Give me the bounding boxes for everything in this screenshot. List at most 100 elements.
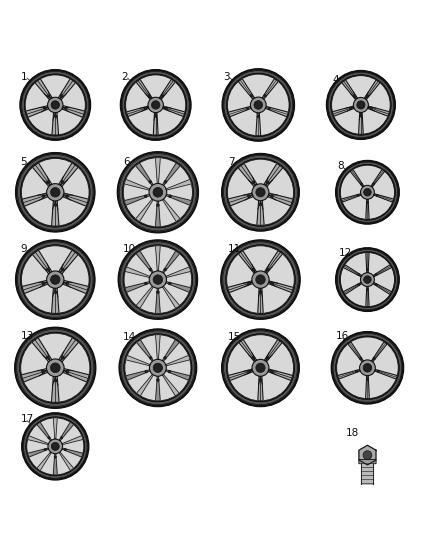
Text: 12: 12: [339, 248, 352, 259]
Circle shape: [331, 75, 391, 135]
Circle shape: [16, 240, 95, 319]
Circle shape: [327, 71, 395, 139]
Circle shape: [221, 240, 300, 319]
Polygon shape: [366, 253, 369, 273]
Circle shape: [126, 75, 186, 135]
Polygon shape: [32, 163, 52, 187]
Polygon shape: [53, 418, 57, 439]
Circle shape: [54, 456, 57, 458]
Polygon shape: [26, 106, 49, 117]
Polygon shape: [359, 112, 363, 134]
Circle shape: [247, 370, 250, 373]
Circle shape: [149, 268, 152, 271]
Polygon shape: [52, 288, 59, 313]
Polygon shape: [37, 452, 51, 471]
Polygon shape: [52, 201, 59, 226]
Polygon shape: [137, 374, 153, 396]
Polygon shape: [155, 158, 160, 183]
Circle shape: [145, 282, 147, 285]
Polygon shape: [228, 281, 253, 293]
Circle shape: [25, 75, 85, 135]
Polygon shape: [59, 163, 78, 187]
Circle shape: [42, 370, 44, 373]
Polygon shape: [155, 376, 160, 401]
Polygon shape: [136, 163, 153, 185]
Circle shape: [223, 69, 294, 141]
Circle shape: [153, 188, 163, 197]
Polygon shape: [366, 376, 369, 399]
Circle shape: [48, 97, 63, 112]
Polygon shape: [125, 267, 150, 278]
Polygon shape: [228, 193, 253, 206]
Polygon shape: [162, 106, 185, 117]
Circle shape: [54, 204, 57, 206]
Circle shape: [259, 291, 262, 294]
Circle shape: [376, 195, 378, 197]
Circle shape: [332, 332, 403, 403]
Circle shape: [360, 185, 374, 199]
Circle shape: [154, 188, 162, 196]
Circle shape: [66, 195, 69, 198]
Polygon shape: [32, 250, 52, 274]
Circle shape: [125, 74, 187, 136]
Polygon shape: [366, 199, 369, 219]
Circle shape: [46, 271, 64, 288]
Circle shape: [64, 448, 67, 451]
Circle shape: [340, 253, 395, 306]
Circle shape: [54, 379, 57, 382]
Polygon shape: [341, 194, 361, 202]
Circle shape: [364, 364, 371, 372]
Circle shape: [27, 418, 84, 475]
Polygon shape: [364, 80, 380, 100]
Text: 17: 17: [20, 414, 34, 424]
Circle shape: [375, 284, 377, 286]
Polygon shape: [59, 338, 78, 362]
Circle shape: [252, 184, 269, 201]
Polygon shape: [373, 265, 392, 277]
Circle shape: [123, 245, 192, 314]
Circle shape: [25, 74, 86, 136]
Polygon shape: [155, 335, 160, 359]
Polygon shape: [37, 422, 51, 441]
Polygon shape: [162, 374, 179, 396]
Circle shape: [366, 378, 369, 381]
Circle shape: [153, 275, 162, 284]
Circle shape: [121, 70, 191, 140]
Circle shape: [257, 276, 265, 284]
Polygon shape: [166, 370, 190, 380]
Circle shape: [51, 188, 59, 196]
Polygon shape: [125, 281, 150, 292]
Polygon shape: [124, 179, 150, 190]
Polygon shape: [136, 199, 153, 222]
Polygon shape: [166, 179, 191, 190]
Circle shape: [54, 291, 57, 294]
Polygon shape: [332, 106, 354, 116]
Circle shape: [46, 356, 49, 359]
Circle shape: [266, 268, 269, 271]
Circle shape: [256, 275, 265, 284]
Polygon shape: [62, 435, 83, 445]
Circle shape: [48, 437, 50, 439]
Polygon shape: [62, 448, 83, 457]
Polygon shape: [162, 199, 180, 222]
FancyBboxPatch shape: [359, 459, 376, 464]
Circle shape: [332, 76, 390, 134]
Circle shape: [152, 101, 159, 108]
Circle shape: [364, 189, 371, 196]
Circle shape: [271, 195, 273, 197]
Polygon shape: [155, 201, 160, 227]
Polygon shape: [28, 435, 49, 445]
Circle shape: [123, 157, 193, 228]
Polygon shape: [52, 112, 59, 135]
Circle shape: [21, 158, 90, 227]
Circle shape: [149, 183, 167, 201]
Circle shape: [271, 282, 274, 285]
Circle shape: [26, 417, 85, 475]
Polygon shape: [126, 356, 150, 366]
Circle shape: [252, 268, 254, 271]
Circle shape: [21, 245, 90, 314]
Polygon shape: [239, 340, 257, 362]
Polygon shape: [59, 452, 74, 471]
Circle shape: [20, 333, 91, 403]
Circle shape: [353, 98, 368, 112]
